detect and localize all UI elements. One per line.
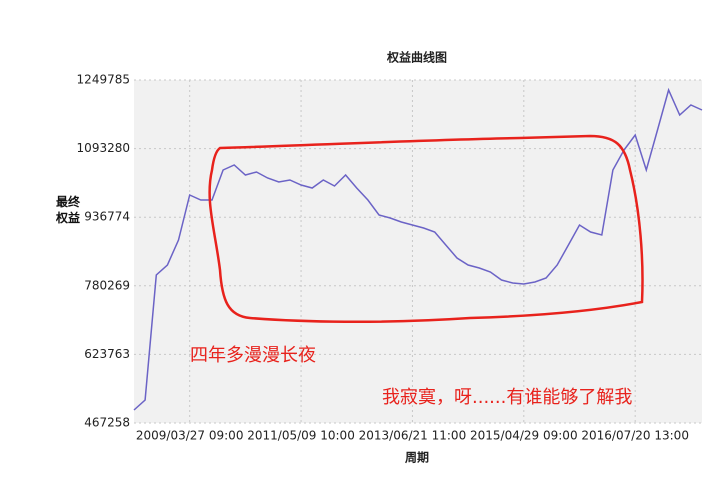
y-tick-label: 780269 <box>84 278 130 292</box>
annotation-loop <box>208 134 644 324</box>
annotation: 四年多漫漫长夜 <box>190 345 316 366</box>
y-tick-label: 936774 <box>84 210 130 224</box>
x-tick-label: 2009/03/27 09:00 <box>136 429 244 443</box>
annotation: 我寂寞，呀......有谁能够了解我 <box>382 387 632 408</box>
y-tick-label: 1249785 <box>77 73 130 87</box>
x-tick-label: 2011/05/09 10:00 <box>247 429 355 443</box>
equity-line <box>133 87 703 411</box>
plot-area <box>134 80 702 423</box>
x-tick-label: 2016/07/20 13:00 <box>581 429 689 443</box>
y-tick-label: 623763 <box>84 347 130 361</box>
chart-title: 权益曲线图 <box>386 50 447 65</box>
y-tick-label: 1093280 <box>77 141 130 155</box>
x-tick-label: 2013/06/21 11:00 <box>359 429 467 443</box>
x-tick-label: 2015/04/29 09:00 <box>470 429 578 443</box>
x-axis-label: 周期 <box>405 450 429 465</box>
y-tick-label: 467258 <box>84 416 130 430</box>
y-axis-label: 最终权益 <box>55 195 80 225</box>
